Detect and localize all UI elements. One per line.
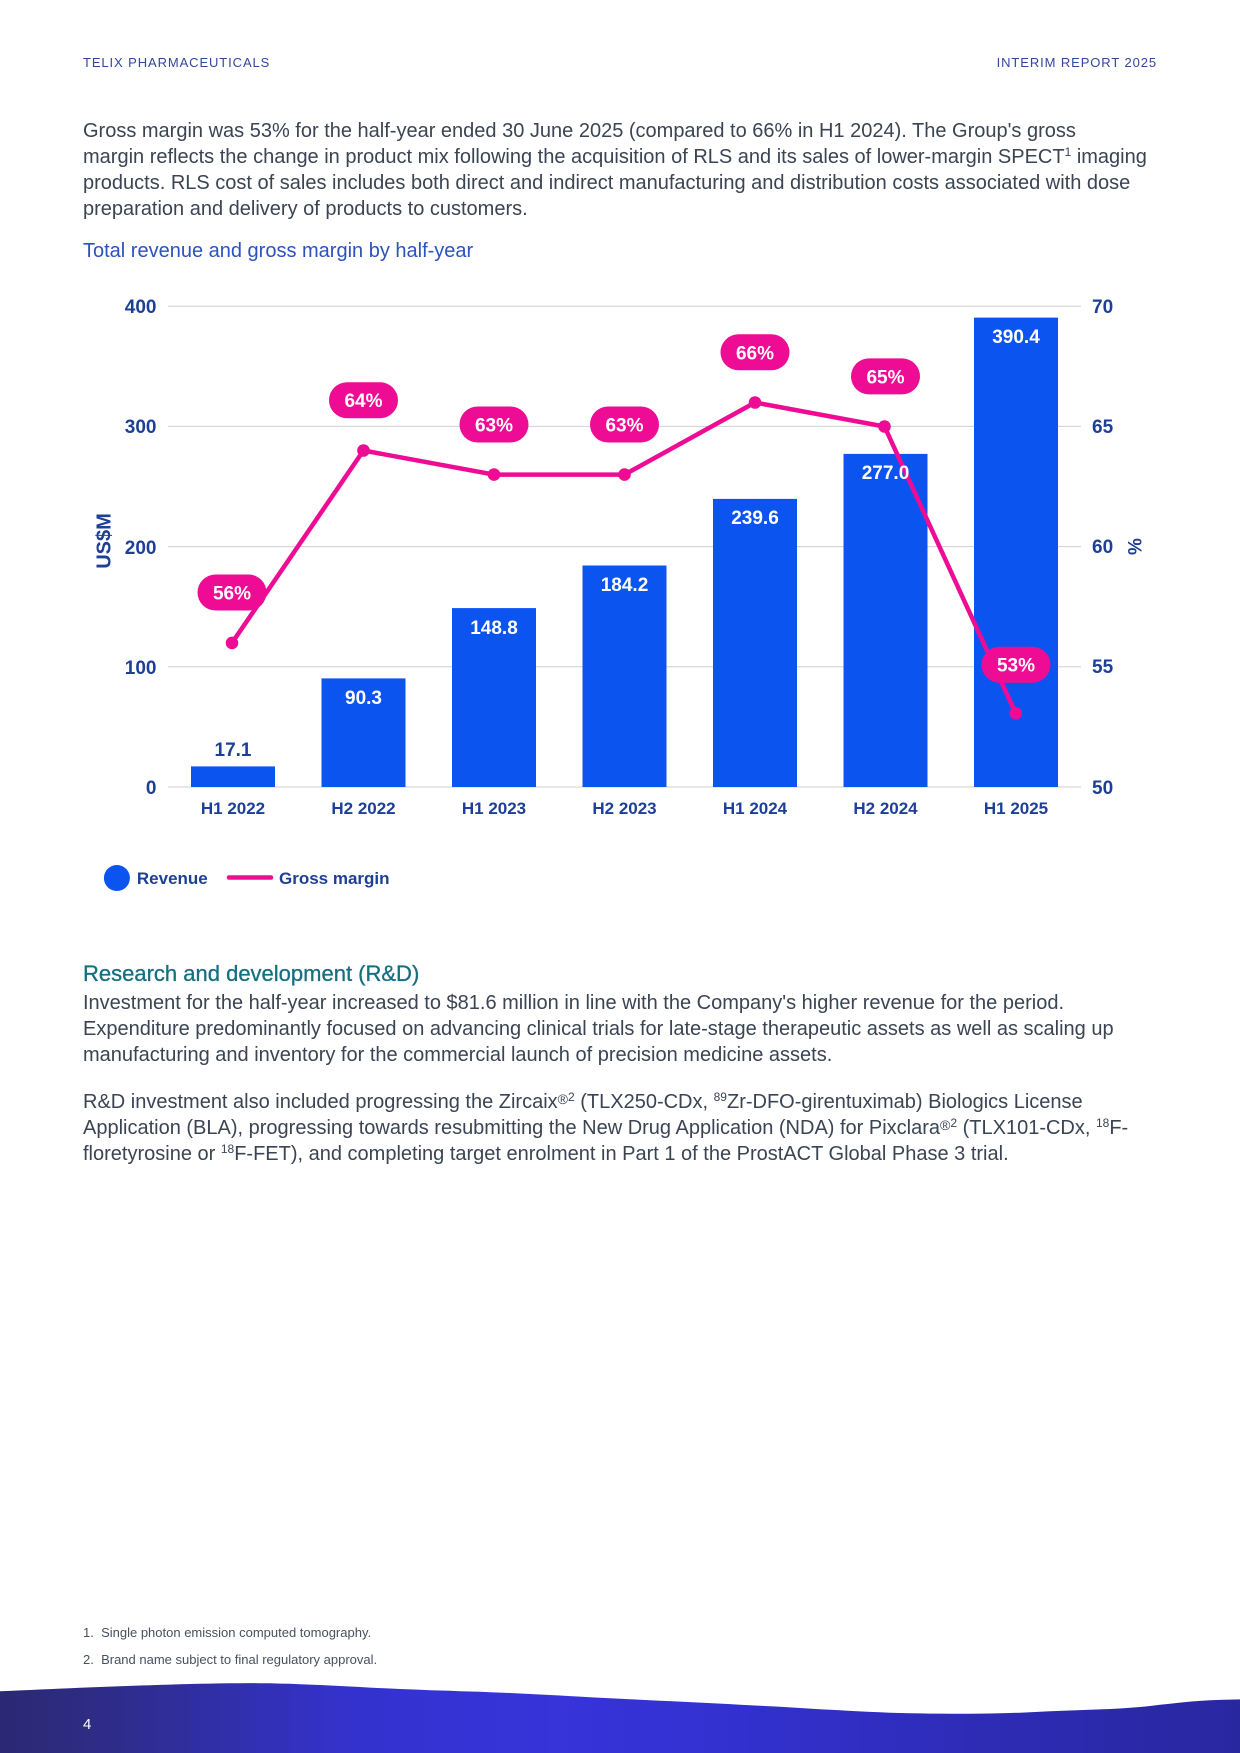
- svg-text:100: 100: [125, 658, 157, 679]
- svg-text:H1 2023: H1 2023: [462, 799, 526, 818]
- svg-text:17.1: 17.1: [215, 740, 252, 761]
- svg-text:184.2: 184.2: [601, 575, 649, 596]
- svg-text:%: %: [1126, 538, 1147, 555]
- svg-text:400: 400: [125, 297, 157, 318]
- svg-text:63%: 63%: [475, 416, 513, 437]
- svg-text:277.0: 277.0: [862, 463, 910, 484]
- svg-text:0: 0: [146, 778, 157, 799]
- svg-text:50: 50: [1092, 778, 1113, 799]
- svg-text:148.8: 148.8: [470, 618, 518, 639]
- svg-text:200: 200: [125, 538, 157, 559]
- svg-text:300: 300: [125, 417, 157, 438]
- svg-text:Revenue: Revenue: [137, 869, 208, 888]
- svg-text:390.4: 390.4: [992, 327, 1040, 348]
- svg-text:70: 70: [1092, 297, 1113, 318]
- svg-text:53%: 53%: [997, 656, 1035, 677]
- svg-text:60: 60: [1092, 537, 1113, 558]
- svg-text:90.3: 90.3: [345, 688, 382, 709]
- svg-text:64%: 64%: [344, 391, 382, 412]
- svg-text:4: 4: [83, 1716, 91, 1733]
- svg-text:65: 65: [1092, 417, 1114, 438]
- svg-text:H2 2022: H2 2022: [331, 799, 395, 818]
- svg-text:H2 2023: H2 2023: [592, 799, 656, 818]
- svg-text:H1 2025: H1 2025: [984, 799, 1048, 818]
- svg-text:H2 2024: H2 2024: [853, 799, 918, 818]
- svg-text:66%: 66%: [736, 343, 774, 364]
- svg-text:239.6: 239.6: [731, 508, 779, 529]
- svg-text:55: 55: [1092, 657, 1114, 678]
- svg-text:65%: 65%: [866, 367, 904, 388]
- svg-text:US$M: US$M: [94, 513, 116, 569]
- svg-text:56%: 56%: [213, 584, 251, 605]
- svg-text:63%: 63%: [605, 416, 643, 437]
- svg-text:Gross margin: Gross margin: [279, 869, 390, 888]
- svg-text:H1 2022: H1 2022: [201, 799, 265, 818]
- svg-text:H1 2024: H1 2024: [723, 799, 788, 818]
